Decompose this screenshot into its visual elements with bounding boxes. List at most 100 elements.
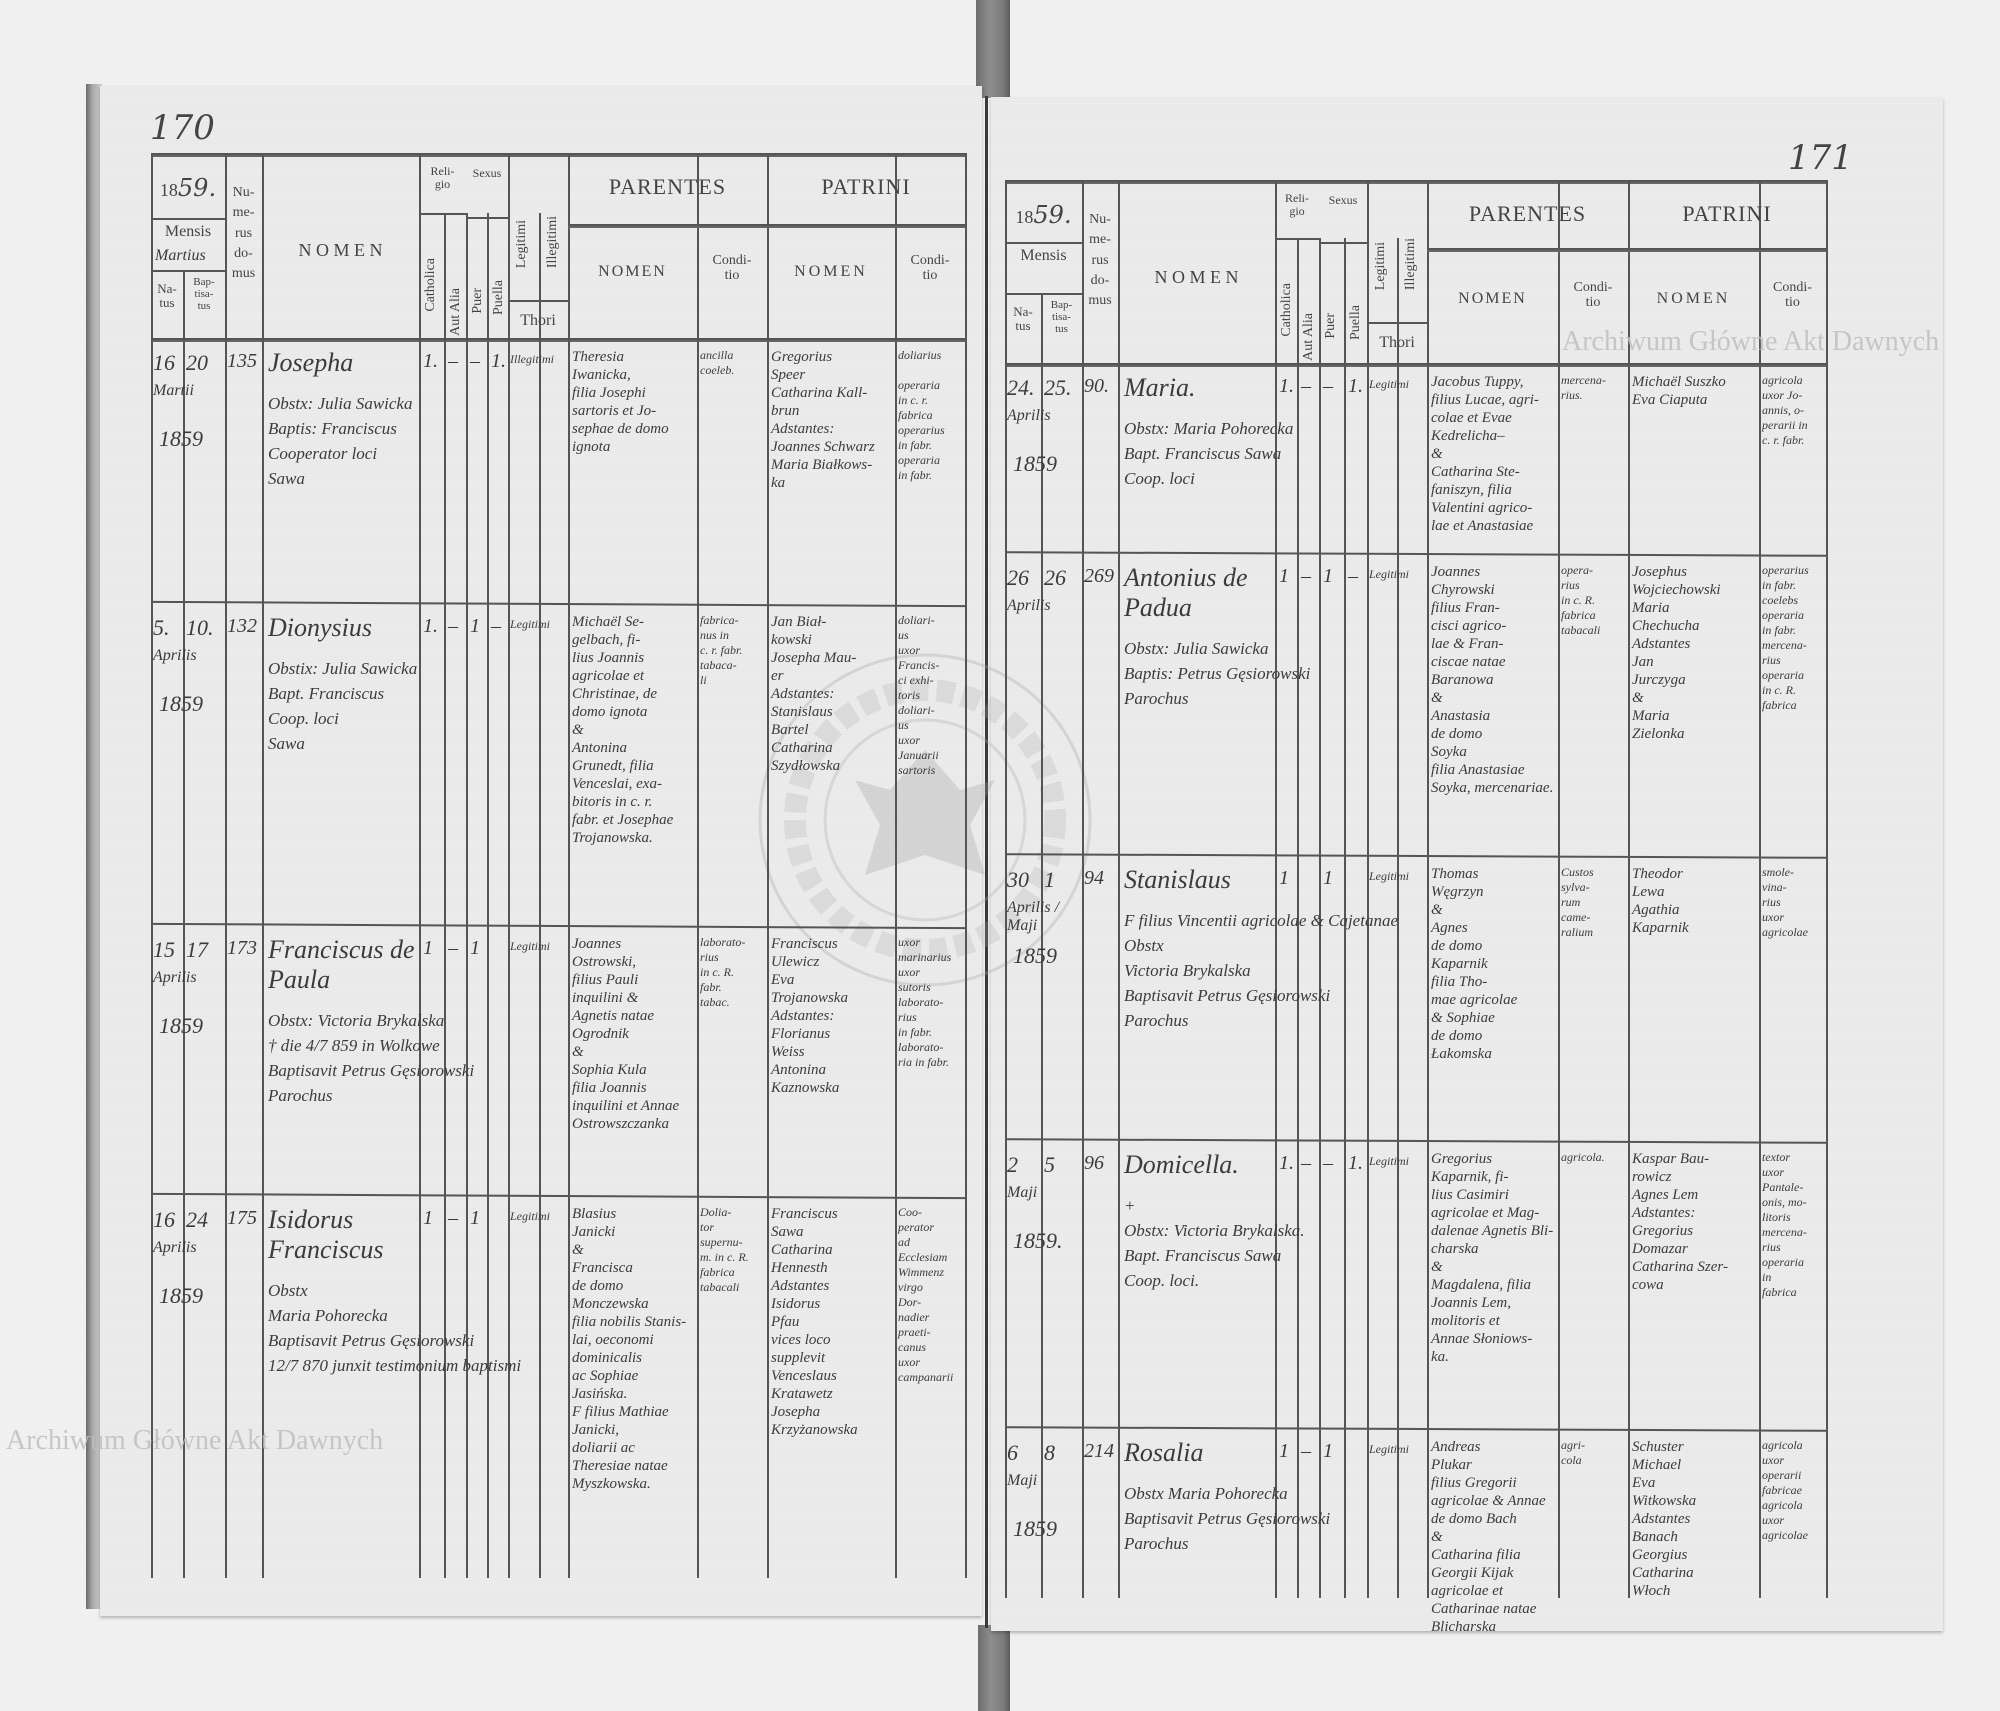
patrini-conditio-line: laborato- bbox=[898, 1040, 944, 1054]
nomen-cell: Antonius de Padua Obstx: Julia Sawicka Bap… bbox=[1124, 563, 1423, 710]
parents-name-line: dalenae Agnetis Bli- bbox=[1431, 1223, 1554, 1239]
patrini-name-line: Franciscus bbox=[771, 1206, 838, 1222]
parents-name-line: filia nobilis Stanis- bbox=[572, 1314, 687, 1330]
parents-name-line: Plukar bbox=[1431, 1457, 1472, 1473]
thori-rule bbox=[508, 300, 568, 302]
baptism-note: Parochus bbox=[1124, 1011, 1189, 1030]
watermark-top-right: Archiwum Główne Akt Dawnych bbox=[1562, 326, 1940, 357]
parents-name-line: Joannis Lem, bbox=[1431, 1295, 1511, 1311]
patrini-name-line: Weiss bbox=[771, 1044, 805, 1060]
parents-conditio-line: in c. R. bbox=[700, 965, 734, 979]
patrini-name-line: Bartel bbox=[771, 722, 809, 738]
parents-conditio-line: rius bbox=[700, 950, 719, 964]
parents-name-line: filius Pauli bbox=[572, 972, 639, 988]
header-mensis: Mensis bbox=[1020, 247, 1067, 264]
parents-conditio-line-cell: Custos sylva-rum came-ralium bbox=[1561, 865, 1625, 940]
patrini-conditio-line: in c. R. bbox=[1762, 683, 1796, 697]
header-catholica: Catholica bbox=[423, 258, 438, 312]
patrini-conditio-line: Dor- bbox=[898, 1295, 922, 1309]
mark-puer: 1 bbox=[1323, 565, 1333, 587]
header-puer: Puer bbox=[1323, 313, 1338, 339]
patrini-conditio-line: rius bbox=[1762, 1240, 1781, 1254]
patrini-rule bbox=[1628, 248, 1826, 252]
column-rule bbox=[1427, 180, 1429, 1598]
header-sexus: Sexus bbox=[472, 166, 502, 180]
patrini-conditio-line: textor bbox=[1762, 1150, 1790, 1164]
date-baptisatus: 17 bbox=[186, 937, 208, 962]
parents-conditio-line: m. in c. R. bbox=[700, 1250, 749, 1264]
patrini-name-line: Wojciechowski bbox=[1632, 582, 1721, 598]
nomen-cell: Josepha Obstx: Julia Sawicka Baptis: Franc… bbox=[268, 348, 564, 490]
nomen-cell: Franciscus de Paula Obstx: Victoria Bryka… bbox=[268, 935, 564, 1107]
parents-name-line: Catharina Ste- bbox=[1431, 464, 1520, 480]
baptism-note: Bapt. Franciscus Sawa bbox=[1124, 444, 1282, 463]
patrini-conditio-line: us bbox=[898, 718, 909, 732]
parents-name-line: domo ignota bbox=[572, 704, 648, 720]
header-patrini: PATRINI bbox=[821, 174, 911, 199]
thori-value: Legitimi bbox=[1369, 1154, 1410, 1168]
patrini-name-line: Kaznowska bbox=[771, 1080, 840, 1096]
baptism-note: Baptisavit Petrus Gęsiorowski bbox=[268, 1331, 475, 1350]
date-month: Aprilis bbox=[153, 969, 197, 986]
parents-name-line: Joannes bbox=[572, 936, 622, 952]
date-baptisatus: 10. bbox=[186, 615, 214, 640]
date-year: 1859 bbox=[159, 1283, 203, 1308]
patrini-name-line: Adstantes bbox=[1632, 636, 1691, 652]
baptism-note: Parochus bbox=[268, 1086, 333, 1105]
patrini-conditio-line: toris bbox=[898, 688, 921, 702]
column-rule bbox=[225, 153, 227, 1578]
parents-name-line: filius Fran- bbox=[1431, 600, 1500, 616]
patrini-conditio-line: laborato- bbox=[898, 995, 944, 1009]
mark-puer: 1 bbox=[1323, 867, 1333, 889]
patrini-conditio-line: Wimmenz bbox=[898, 1265, 944, 1279]
patrini-conditio-line bbox=[898, 363, 962, 378]
column-rule bbox=[1005, 180, 1007, 1598]
header-religio: Reli- gio bbox=[430, 164, 455, 192]
patrini-conditio-line: operarii bbox=[1762, 1468, 1802, 1482]
patrini-name-line: Catharina bbox=[771, 1242, 833, 1258]
patrini-conditio-line: sartoris bbox=[898, 763, 936, 777]
parents-name-line: agricolae & Annae bbox=[1431, 1493, 1546, 1509]
child-name: Dionysius bbox=[268, 613, 372, 642]
patrini-name-line: rowicz bbox=[1632, 1169, 1672, 1185]
parents-name-line: Agnetis natae bbox=[572, 1008, 655, 1024]
column-rule bbox=[1826, 180, 1828, 1598]
page-number-left: 170 bbox=[150, 108, 215, 148]
sexus-rule bbox=[1319, 242, 1367, 244]
patrini-name-line-cell: Theodor Lewa Agathia Kaparnik bbox=[1632, 865, 1756, 937]
binding-strap-bottom bbox=[978, 1625, 1010, 1711]
patrini-conditio-line: annis, o- bbox=[1762, 403, 1804, 417]
date-year: 1859 bbox=[159, 426, 203, 451]
house-number: 90. bbox=[1084, 375, 1109, 397]
baptism-note: Bapt. Franciscus Sawa bbox=[1124, 1246, 1282, 1265]
column-rule bbox=[568, 153, 570, 1578]
parents-name-line: filia Tho- bbox=[1431, 974, 1488, 990]
baptism-note: 12/7 870 junxit testimonium baptismi bbox=[268, 1356, 522, 1375]
mark-aut-alia: – bbox=[448, 937, 458, 959]
parents-conditio-line-cell: mercena-rius. bbox=[1561, 373, 1625, 403]
parents-name-line: Ostrowszczanka bbox=[572, 1116, 669, 1132]
parents-conditio-line: sylva- bbox=[1561, 880, 1590, 894]
parents-name-line: sartoris et Jo- bbox=[572, 403, 657, 419]
baptism-note: Baptisavit Petrus Gęsiorowski bbox=[1124, 1509, 1331, 1528]
parents-conditio-line: ralium bbox=[1561, 925, 1594, 939]
column-rule bbox=[895, 153, 897, 1578]
patrini-name-line: Sawa bbox=[771, 1224, 804, 1240]
column-rule bbox=[1319, 238, 1321, 1598]
patrini-name-line: Eva Ciaputa bbox=[1632, 392, 1708, 408]
patrini-conditio-line: perarii in bbox=[1762, 418, 1808, 432]
patrini-conditio-line: uxor bbox=[898, 643, 920, 657]
column-rule bbox=[419, 153, 421, 1578]
parents-name-line: filia Anastasiae bbox=[1431, 762, 1525, 778]
header-natus: Na- tus bbox=[1013, 304, 1033, 334]
binding-strap-top bbox=[976, 0, 1010, 98]
parents-name-line: ac Sophiae Jasińska. bbox=[572, 1368, 639, 1402]
parents-conditio-line: fabr. bbox=[700, 980, 722, 994]
header-parentes: PARENTES bbox=[1468, 201, 1587, 226]
parents-name-line-cell: Joannes Ostrowski, filius Pauli inquilini &… bbox=[572, 935, 694, 1133]
mark-aut-alia: – bbox=[1301, 1440, 1311, 1462]
patrini-conditio-line: nadier bbox=[898, 1310, 930, 1324]
parents-name-line: inquilini et Annae bbox=[572, 1098, 680, 1114]
page-stack-edge bbox=[86, 84, 102, 1609]
parents-name-line: Kedrelicha– bbox=[1431, 428, 1505, 444]
